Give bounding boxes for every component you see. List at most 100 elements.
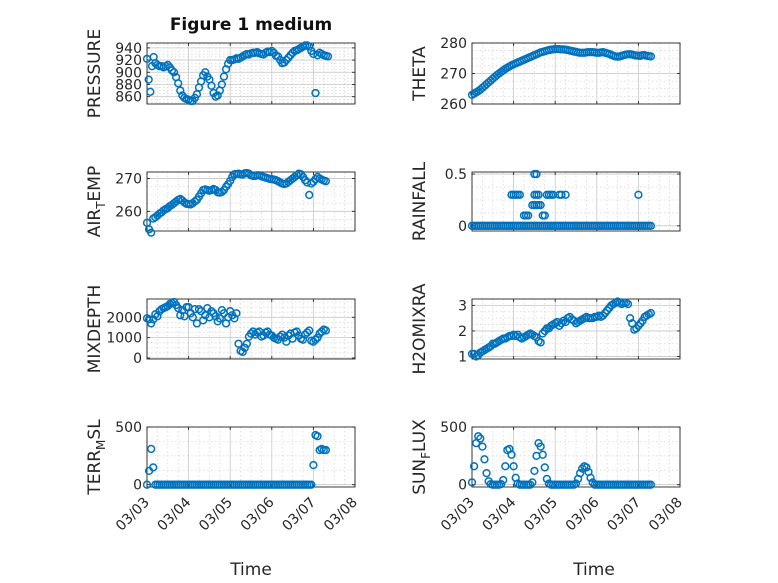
data-point [311, 88, 320, 98]
data-point [646, 52, 656, 61]
y-tick-label: 3 [458, 298, 467, 314]
data-point [305, 190, 314, 200]
subplot-sun-flux: 0 500 03/03 03/04 03/05 03/06 03/07 03/08 SUNFLU… [410, 419, 686, 535]
data-point [201, 68, 210, 77]
data-point [267, 46, 276, 56]
sun-flux-y-axis-label: SUNFLUX [410, 419, 433, 495]
data-point [321, 177, 331, 186]
data-point [530, 466, 539, 475]
data-point [215, 314, 224, 323]
y-label-suffix: EMP [85, 166, 105, 202]
y-label-main: SUN [410, 459, 430, 495]
data-point [280, 333, 289, 342]
x-tick-label: 03/06 [238, 494, 278, 534]
subplot-rainfall: 0 0.5 RAINFALL [410, 161, 681, 241]
y-label-suffix: LUX [410, 419, 430, 452]
data-point [242, 339, 251, 348]
y-tick-label: 260 [440, 97, 467, 113]
y-tick-label: 500 [440, 420, 467, 436]
data-point [217, 187, 227, 197]
data-point [144, 315, 154, 324]
mixdepth-axes-frame [146, 298, 356, 360]
y-label-main: H2OMIXRA [410, 283, 430, 374]
pressure-axes-frame [146, 42, 356, 105]
data-point [536, 442, 545, 451]
y-tick-label: 880 [115, 77, 142, 93]
terr-msl-series [142, 430, 331, 489]
data-point [313, 333, 322, 342]
data-point [509, 462, 518, 471]
data-point [634, 190, 643, 199]
h2omixra-axes-frame [471, 298, 681, 360]
h2omixra-plot-area [472, 299, 680, 359]
data-point [528, 478, 537, 487]
y-tick-label: 0 [458, 478, 467, 494]
y-tick-label: 900 [115, 65, 142, 81]
data-point [275, 332, 285, 341]
x-tick-label: 03/05 [521, 495, 561, 535]
subplot-theta: 260 270 280 THETA [410, 36, 681, 113]
y-tick-label: 0 [458, 219, 467, 235]
data-point [307, 179, 316, 188]
pressure-y-axis-label: PRESSURE [85, 29, 105, 118]
data-point [625, 313, 635, 323]
data-point [586, 473, 595, 482]
subplot-air-temp: 260 270 AIRTEMP [85, 166, 356, 237]
data-point [536, 200, 545, 210]
data-point [307, 480, 316, 489]
x-axis-label-left: Time [229, 560, 272, 580]
data-point [478, 442, 487, 451]
terr-msl-axes-frame [146, 426, 356, 488]
y-label-main: MIXDEPTH [85, 285, 105, 374]
y-label-subscript: M [94, 440, 108, 450]
y-label-main: PRESSURE [85, 29, 105, 118]
rainfall-y-axis-label: RAINFALL [410, 161, 430, 241]
x-tick-label: 03/03 [113, 495, 153, 535]
air-temp-series [142, 168, 331, 237]
sun-flux-axes-frame [471, 426, 681, 488]
data-point [480, 455, 489, 464]
subplot-h2omixra: 1 2 3 H2OMIXRA [410, 283, 681, 375]
data-point [174, 304, 183, 313]
data-point [240, 343, 249, 352]
x-tick-label: 03/03 [438, 495, 478, 535]
data-point [217, 80, 227, 89]
data-point [147, 444, 156, 454]
data-point [561, 190, 570, 199]
data-point [201, 311, 210, 320]
terr-msl-y-axis-label: TERRMSL [85, 419, 108, 496]
rainfall-axes-frame [471, 171, 681, 232]
data-point [207, 307, 216, 316]
y-label-main: THETA [410, 46, 430, 102]
data-point [499, 475, 508, 485]
figure-title: Figure 1 medium [170, 15, 332, 35]
data-point [219, 72, 229, 81]
y-label-main: RAINFALL [410, 161, 430, 241]
y-tick-label: 0 [133, 351, 142, 367]
y-tick-label: 270 [115, 172, 142, 188]
data-point [169, 68, 179, 77]
data-point [192, 319, 202, 328]
data-point [188, 313, 197, 322]
y-label-suffix: SL [85, 419, 105, 440]
sun-flux-series [467, 432, 656, 489]
data-point [532, 169, 541, 179]
x-axis-label-right: Time [572, 560, 615, 580]
data-point [199, 316, 208, 325]
data-point [234, 339, 243, 348]
data-point [576, 469, 585, 478]
rainfall-series [467, 169, 656, 230]
y-tick-label: 940 [115, 41, 142, 57]
data-point [515, 190, 524, 199]
data-point [317, 327, 326, 336]
mixdepth-y-axis-label: MIXDEPTH [85, 285, 105, 374]
data-point [303, 328, 312, 337]
y-label-main: TERR [85, 450, 105, 496]
data-point [536, 338, 545, 347]
theta-y-axis-label: THETA [410, 46, 430, 102]
data-point [174, 79, 183, 88]
data-point [309, 460, 318, 470]
